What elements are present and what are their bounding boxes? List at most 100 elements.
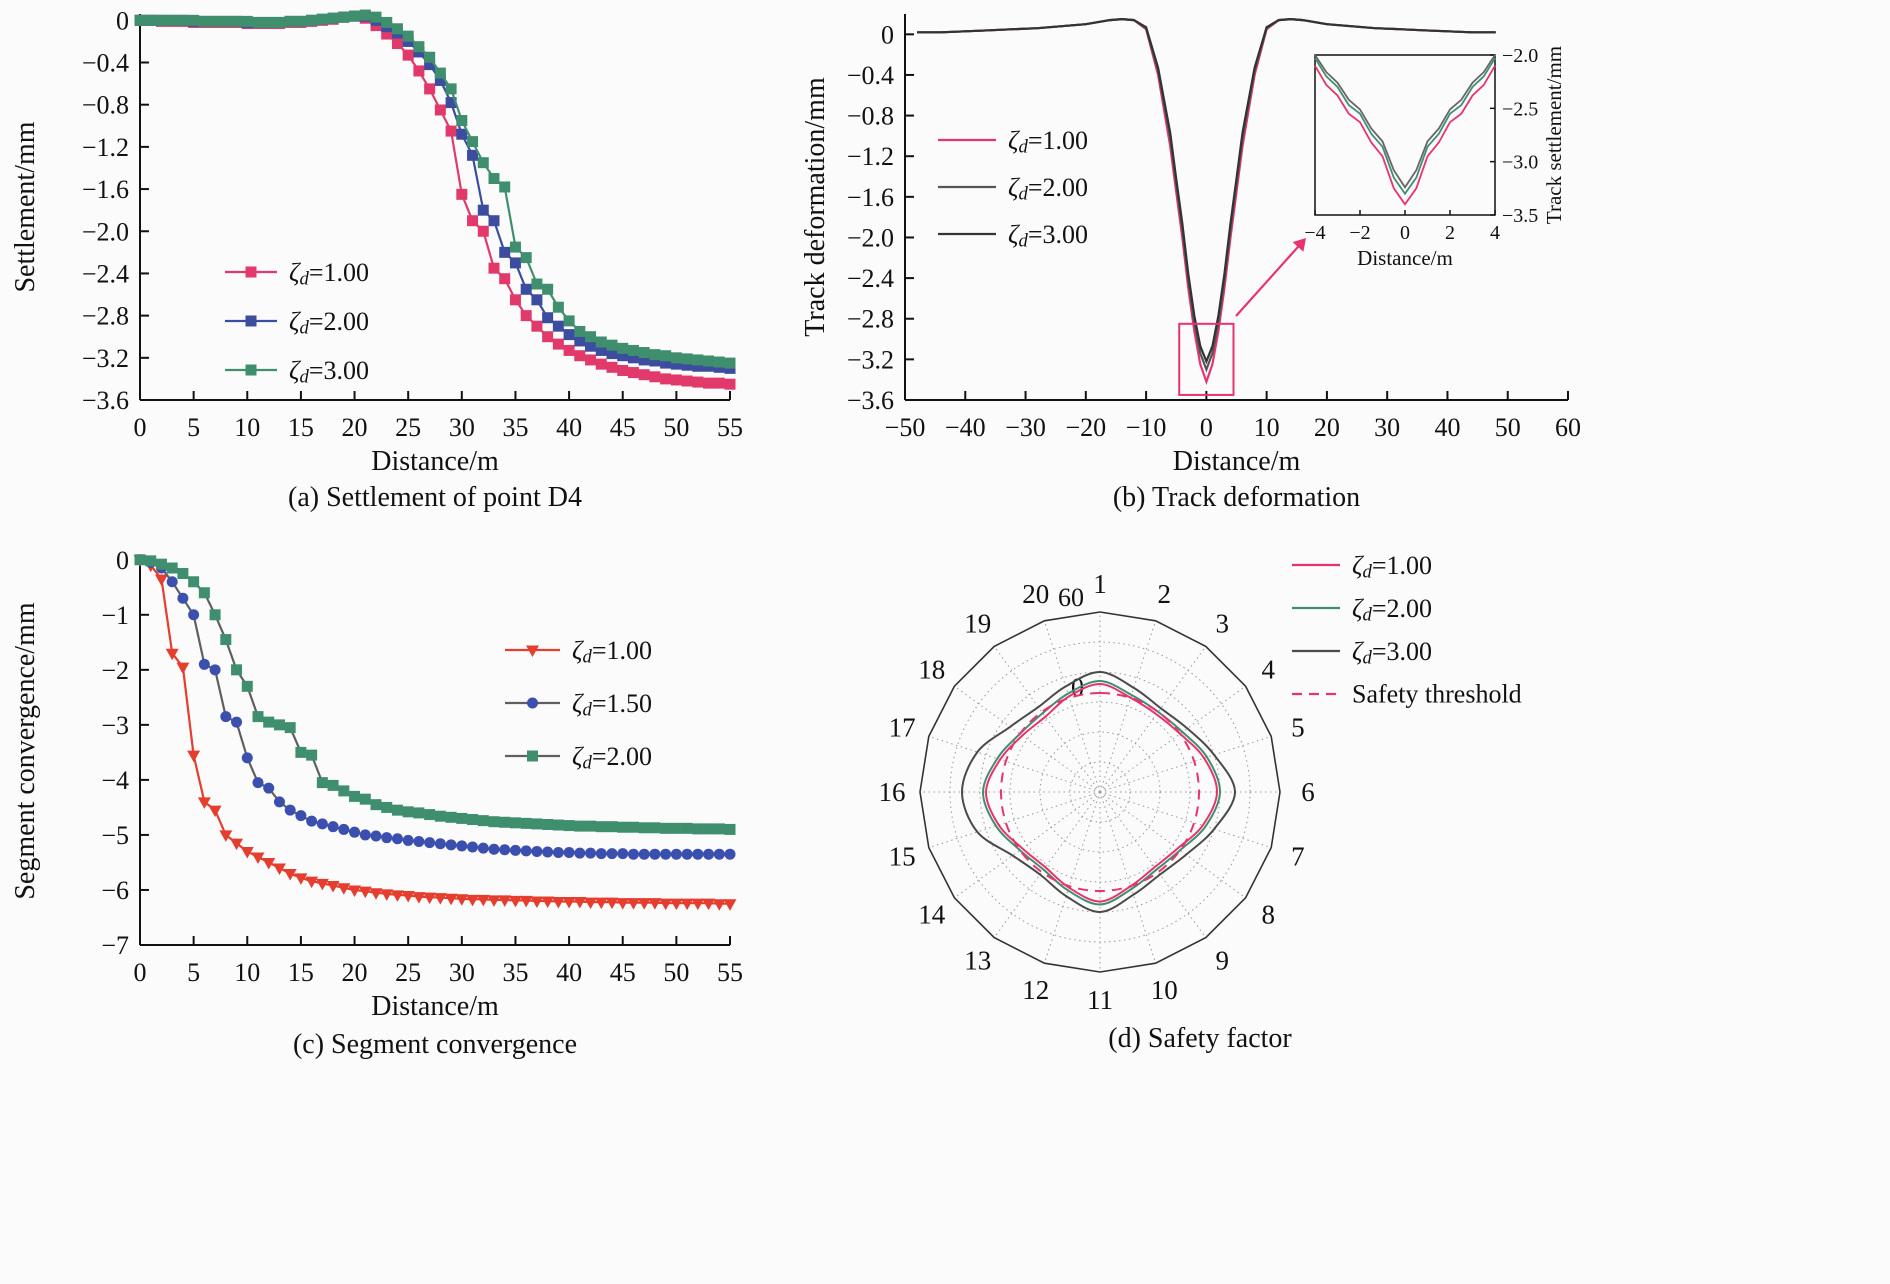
svg-text:5: 5: [187, 413, 200, 442]
svg-text:ζd=3.00: ζd=3.00: [289, 356, 369, 388]
chart-segment-convergence: 0 5 10 15 20 25 30 35 40 45 50 55 0 −1 −2 −3 −4 −5 −6 −7 Dis…: [0, 545, 790, 1100]
svg-text:Safety threshold: Safety threshold: [1352, 680, 1522, 709]
polar-series-3: [999, 691, 1201, 893]
svg-text:−20: −20: [1065, 413, 1106, 442]
svg-text:Distance/m: Distance/m: [1357, 246, 1453, 270]
svg-text:60: 60: [1058, 583, 1084, 612]
svg-text:−4: −4: [1304, 222, 1325, 244]
svg-text:15: 15: [889, 841, 916, 871]
svg-text:55: 55: [717, 413, 743, 442]
svg-text:−3: −3: [101, 711, 129, 740]
svg-text:−0.4: −0.4: [82, 49, 129, 78]
svg-text:ζd=3.00: ζd=3.00: [1008, 220, 1088, 252]
svg-text:19: 19: [964, 609, 991, 639]
inset-series-0: [1314, 65, 1496, 206]
svg-text:Distance/m: Distance/m: [371, 446, 499, 477]
caption-track-deformation: (b) Track deformation: [1112, 482, 1361, 513]
zoom-arrow: [1235, 238, 1306, 317]
svg-text:−6: −6: [101, 876, 129, 905]
inset-series-1: [1314, 57, 1496, 196]
svg-text:2: 2: [1158, 579, 1172, 609]
svg-text:ζd=2.00: ζd=2.00: [1008, 173, 1088, 205]
svg-text:12: 12: [1022, 975, 1049, 1005]
svg-text:−0.4: −0.4: [847, 61, 894, 90]
svg-text:−2.4: −2.4: [82, 259, 129, 288]
svg-text:11: 11: [1087, 985, 1113, 1015]
svg-text:−2.0: −2.0: [82, 217, 129, 246]
svg-text:20: 20: [342, 413, 368, 442]
svg-text:50: 50: [663, 958, 689, 987]
svg-text:20: 20: [1022, 579, 1049, 609]
track-settlement-inset: −4 −2 0 2 4 −2.0 −2.5 −3.0 −3.5 Distance/m Track s…: [1304, 45, 1566, 270]
svg-text:4: 4: [1262, 655, 1276, 685]
svg-text:13: 13: [964, 945, 991, 975]
svg-text:−3.6: −3.6: [82, 386, 129, 415]
svg-text:0: 0: [1400, 222, 1410, 244]
svg-text:17: 17: [889, 713, 916, 743]
zoom-region-box: [1178, 322, 1235, 396]
svg-text:0: 0: [134, 958, 147, 987]
svg-text:−1: −1: [101, 601, 129, 630]
chart-safety-factor: 1 2 3 4 5 6 7 8 9 10 11 12 13 14 15 16 17 18 19 20 60 0 ζd=1.0…: [800, 545, 1890, 1100]
svg-text:25: 25: [395, 958, 421, 987]
svg-text:10: 10: [1254, 413, 1280, 442]
svg-text:ζd=2.00: ζd=2.00: [1352, 594, 1432, 626]
svg-text:ζd=1.00: ζd=1.00: [289, 258, 369, 290]
svg-text:−3.2: −3.2: [82, 344, 129, 373]
svg-text:−1.2: −1.2: [82, 133, 129, 162]
series-c-2: [134, 554, 736, 835]
polar-series-1: [981, 679, 1222, 906]
svg-text:−0.8: −0.8: [82, 91, 129, 120]
svg-text:7: 7: [1291, 841, 1305, 871]
svg-text:−50: −50: [885, 413, 926, 442]
chart-settlement: 0 5 10 15 20 25 30 35 40 45 50 55 0 −0.4 −0.8 −1.2 −1.6 −…: [0, 0, 790, 540]
svg-text:35: 35: [502, 413, 528, 442]
svg-text:−2: −2: [1349, 222, 1370, 244]
svg-text:35: 35: [502, 958, 528, 987]
svg-text:0: 0: [1200, 413, 1213, 442]
svg-text:10: 10: [234, 958, 260, 987]
svg-text:−10: −10: [1126, 413, 1167, 442]
svg-text:−1.6: −1.6: [82, 175, 129, 204]
svg-text:ζd=2.00: ζd=2.00: [572, 742, 652, 774]
svg-text:−7: −7: [101, 931, 129, 960]
series-a-2: [134, 9, 736, 369]
svg-text:20: 20: [342, 958, 368, 987]
svg-text:−1.6: −1.6: [847, 183, 894, 212]
svg-text:6: 6: [1301, 777, 1315, 807]
svg-text:ζd=1.00: ζd=1.00: [1352, 551, 1432, 583]
svg-text:ζd=1.00: ζd=1.00: [1008, 126, 1088, 158]
svg-text:10: 10: [1151, 975, 1178, 1005]
svg-text:2: 2: [1445, 222, 1455, 244]
legend-b: ζd=1.00 ζd=2.00 ζd=3.00: [938, 126, 1088, 252]
svg-text:5: 5: [187, 958, 200, 987]
svg-text:Settlement/mm: Settlement/mm: [10, 121, 41, 292]
svg-text:ζd=1.50: ζd=1.50: [572, 689, 652, 721]
svg-text:60: 60: [1555, 413, 1581, 442]
svg-text:20: 20: [1314, 413, 1340, 442]
svg-text:−40: −40: [945, 413, 986, 442]
caption-settlement: (a) Settlement of point D4: [288, 482, 582, 513]
legend-a: ζd=1.00 ζd=2.00 ζd=3.00: [225, 258, 369, 388]
series-b-2: [917, 17, 1496, 365]
svg-text:15: 15: [288, 413, 314, 442]
svg-text:Distance/m: Distance/m: [1173, 446, 1301, 477]
svg-text:−2: −2: [101, 656, 129, 685]
svg-text:55: 55: [717, 958, 743, 987]
svg-text:14: 14: [918, 899, 946, 929]
svg-text:−2.8: −2.8: [847, 305, 894, 334]
svg-text:ζd=2.00: ζd=2.00: [289, 307, 369, 339]
svg-text:9: 9: [1216, 945, 1230, 975]
svg-text:−5: −5: [101, 821, 129, 850]
svg-text:−2.0: −2.0: [1502, 45, 1538, 67]
svg-text:30: 30: [449, 413, 475, 442]
svg-text:−3.0: −3.0: [1502, 152, 1538, 174]
svg-text:ζd=3.00: ζd=3.00: [1352, 637, 1432, 669]
svg-text:Segment convergence/mm: Segment convergence/mm: [10, 602, 41, 900]
axes-b: −50 −40 −30 −20 −10 0 10 20 30 40 50 600−0.4−0.8−1.…: [800, 14, 1581, 477]
svg-text:Distance/m: Distance/m: [371, 991, 499, 1022]
svg-text:0: 0: [134, 413, 147, 442]
polar-series-0: [984, 682, 1219, 903]
